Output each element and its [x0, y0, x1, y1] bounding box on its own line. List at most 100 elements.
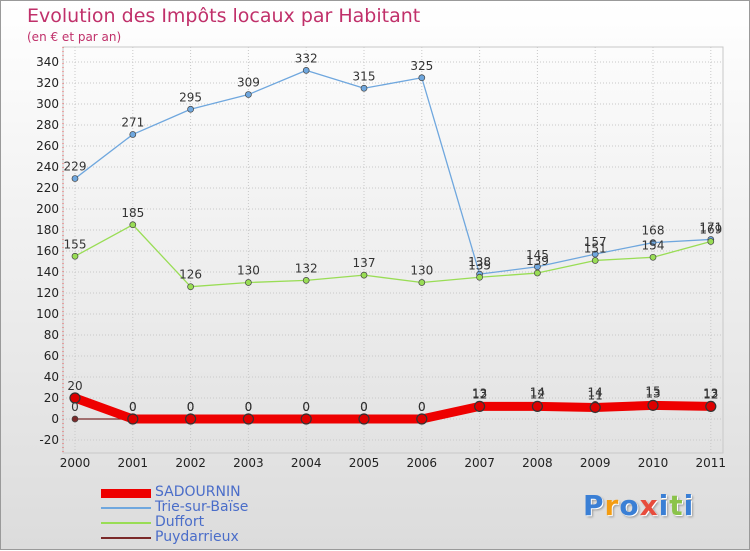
data-label: 169	[699, 223, 722, 237]
data-point	[300, 413, 312, 425]
legend-swatch	[101, 488, 151, 498]
y-tick-label: 320	[36, 76, 59, 90]
x-tick-label: 2006	[407, 456, 438, 470]
chart-subtitle: (en € et par an)	[27, 30, 122, 44]
legend-item: Duffort	[101, 514, 301, 530]
y-tick-label: 0	[51, 412, 59, 426]
legend-item: Trie-sur-Baïse	[101, 499, 301, 515]
data-point	[707, 238, 715, 245]
data-label: 126	[179, 268, 202, 282]
data-label: 157	[584, 235, 607, 249]
data-point	[416, 413, 428, 425]
data-label: 0	[71, 400, 79, 414]
data-point	[187, 283, 194, 291]
data-point	[360, 84, 368, 92]
data-point	[358, 413, 370, 425]
data-point	[187, 105, 194, 113]
data-point	[647, 399, 659, 411]
data-point	[71, 415, 79, 423]
y-tick-label: 40	[44, 370, 59, 384]
data-label: 138	[468, 255, 491, 269]
data-point	[129, 221, 137, 229]
proxiti-logo: Proxiti	[583, 489, 694, 522]
data-label: 155	[64, 237, 87, 251]
logo-letter: i	[658, 489, 670, 522]
data-label: 132	[295, 261, 318, 275]
legend-label: SADOURNIN	[155, 484, 241, 500]
data-label: 0	[187, 400, 195, 414]
data-label: 12	[703, 387, 718, 401]
data-point	[245, 279, 252, 286]
data-label: 137	[353, 256, 376, 270]
data-point	[69, 392, 81, 404]
data-label: 171	[699, 220, 722, 234]
data-label: 315	[353, 69, 376, 83]
y-tick-label: 280	[36, 118, 59, 132]
data-label: 229	[64, 160, 87, 174]
y-tick-label: 200	[36, 202, 59, 216]
data-point	[360, 271, 368, 279]
data-label: 145	[526, 248, 549, 262]
x-tick-label: 2004	[291, 456, 322, 470]
x-tick-label: 2007	[464, 456, 495, 470]
series-line-sadournin	[70, 393, 716, 424]
data-point	[302, 67, 310, 74]
data-point	[589, 401, 601, 414]
legend-item: SADOURNIN	[101, 484, 301, 500]
y-tick-label: 140	[36, 265, 59, 279]
data-label: 135	[468, 258, 491, 272]
data-label: 0	[129, 400, 137, 414]
data-label: 12	[472, 387, 487, 401]
data-point	[418, 74, 426, 82]
y-tick-label: 180	[36, 223, 59, 237]
data-point	[591, 257, 599, 264]
data-label: 139	[526, 254, 549, 268]
data-point	[185, 413, 197, 425]
data-point	[127, 413, 139, 425]
data-point	[705, 400, 717, 412]
series-line-trie-sur-ba-se	[74, 69, 712, 275]
x-tick-label: 2009	[580, 456, 611, 470]
y-tick-label: 60	[44, 349, 59, 363]
y-tick-label: 100	[36, 307, 59, 321]
data-point	[474, 400, 486, 412]
x-tick-label: 2008	[522, 456, 553, 470]
data-point	[129, 131, 137, 138]
data-point	[71, 252, 79, 260]
legend-swatch	[101, 537, 151, 539]
data-label: 14	[530, 385, 545, 399]
x-tick-label: 2001	[118, 456, 149, 470]
y-tick-label: 160	[36, 244, 59, 258]
data-label: 0	[302, 400, 310, 414]
data-point	[302, 277, 310, 284]
data-point	[71, 175, 79, 182]
data-label: 0	[418, 400, 426, 414]
y-tick-label: 120	[36, 286, 59, 300]
data-label: 0	[245, 400, 253, 414]
data-label: 332	[295, 51, 318, 65]
legend-item: Puydarrieux	[101, 529, 301, 545]
legend-swatch	[101, 507, 151, 509]
y-tick-label: 340	[36, 55, 59, 69]
data-label: 0	[187, 400, 195, 414]
chart-title: Evolution des Impôts locaux par Habitant	[27, 5, 421, 27]
data-label: 130	[237, 264, 260, 278]
x-tick-label: 2003	[233, 456, 264, 470]
y-tick-label: 260	[36, 139, 59, 153]
data-point	[418, 279, 426, 286]
data-label: 271	[121, 115, 144, 129]
data-point	[242, 413, 254, 425]
data-point	[245, 91, 252, 98]
data-label: 130	[410, 264, 433, 278]
data-label: 13	[645, 386, 660, 400]
logo-letter: x	[639, 489, 659, 522]
data-label: 11	[588, 388, 603, 402]
x-tick-label: 2010	[638, 456, 669, 470]
logo-letter: t	[669, 489, 684, 522]
data-label: 154	[642, 238, 665, 252]
data-label: 325	[410, 59, 433, 73]
logo-letter: r	[604, 489, 620, 522]
plot-area	[62, 46, 724, 454]
